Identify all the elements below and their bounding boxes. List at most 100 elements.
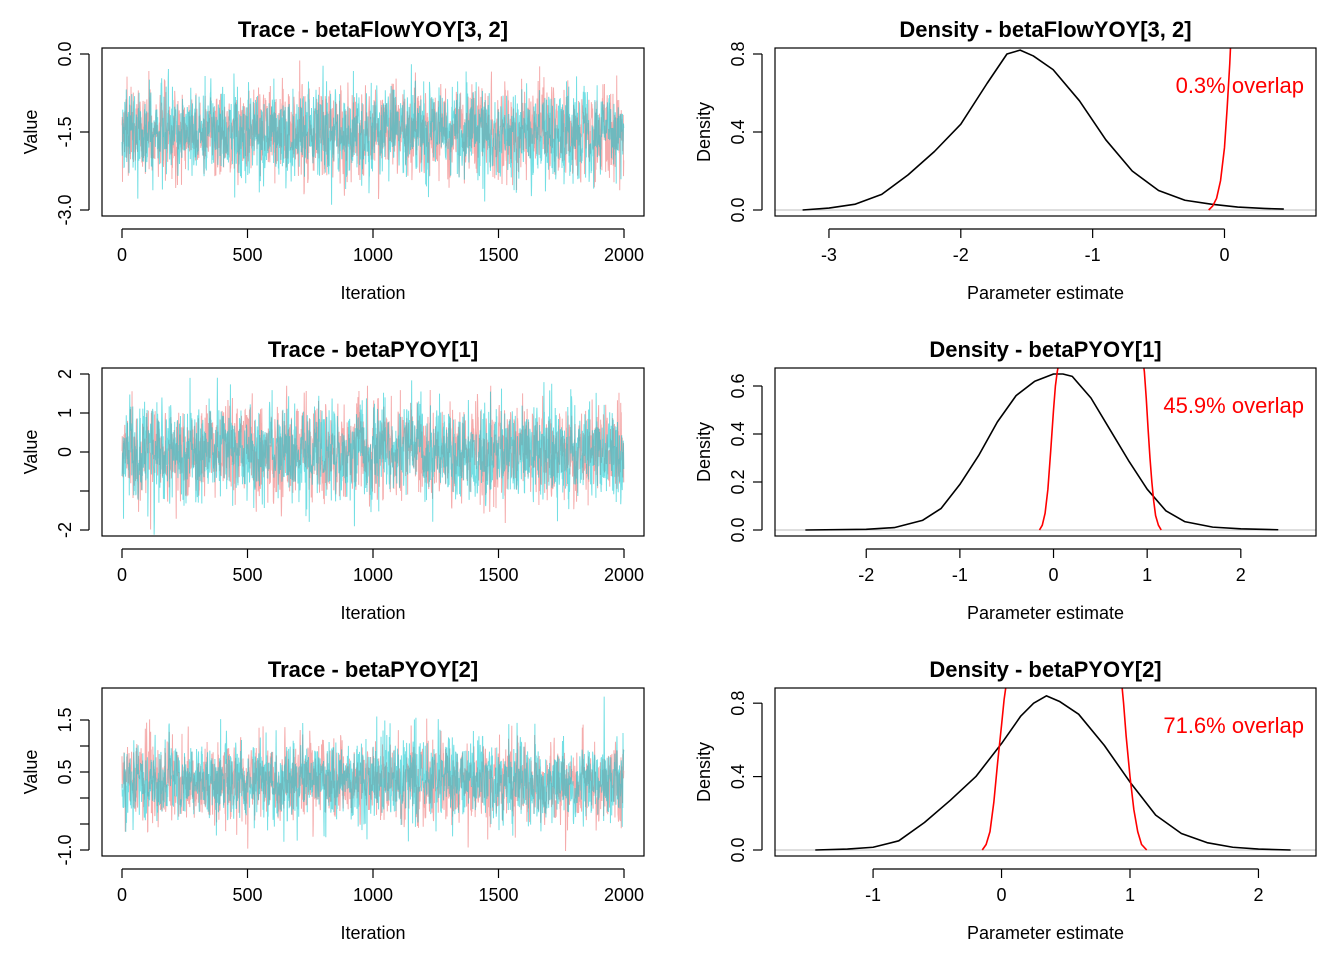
y-axis: 0.0 0.2 0.4 0.6 xyxy=(728,373,763,543)
x-tick-label: 1500 xyxy=(478,245,518,265)
x-tick-label: 0 xyxy=(117,245,127,265)
posterior-density-line xyxy=(815,695,1291,851)
posterior-density-line xyxy=(802,49,1284,211)
y-tick-label: 0.2 xyxy=(728,469,748,494)
x-tick-label: 1 xyxy=(1125,885,1135,905)
x-tick-label: 1500 xyxy=(478,885,518,905)
x-axis-label: Parameter estimate xyxy=(967,283,1124,303)
chain-2-trace xyxy=(121,64,625,205)
x-axis-label: Iteration xyxy=(340,923,405,943)
y-tick-label: 0.6 xyxy=(728,373,748,398)
density-panel-4: 45.9% overlap Density - betaPYOY[1] -2 -1 0 1… xyxy=(694,337,1317,623)
x-axis: 0 500 1000 1500 2000 xyxy=(117,548,644,585)
plot-frame xyxy=(774,367,1317,537)
x-tick-label: 2000 xyxy=(604,565,644,585)
x-axis-label: Parameter estimate xyxy=(967,603,1124,623)
y-tick-label: 2 xyxy=(55,369,75,379)
trace-panel-3: Trace - betaPYOY[1] 0 500 1000 1500 2000 Itera… xyxy=(21,337,645,623)
prior-density-line xyxy=(981,688,1007,851)
x-tick-label: 1 xyxy=(1142,565,1152,585)
panel-title: Density - betaPYOY[1] xyxy=(929,337,1161,362)
plot-frame xyxy=(101,687,645,857)
density-panel-6: 71.6% overlap Density - betaPYOY[2] -1 0 1 2 P… xyxy=(694,657,1317,943)
x-tick-label: 1000 xyxy=(353,885,393,905)
x-axis: 0 500 1000 1500 2000 xyxy=(117,868,644,905)
x-axis-label: Parameter estimate xyxy=(967,923,1124,943)
prior-density-line xyxy=(1143,368,1162,531)
plot-frame xyxy=(774,687,1317,857)
y-tick-label: 0.5 xyxy=(55,759,75,784)
y-tick-label: -2 xyxy=(55,522,75,538)
density-panel-2: 0.3% overlap Density - betaFlowYOY[3, 2] -… xyxy=(694,17,1317,303)
plot-frame xyxy=(101,367,645,537)
x-tick-label: 0 xyxy=(117,885,127,905)
y-tick-label: 0.8 xyxy=(728,41,748,66)
x-tick-label: -1 xyxy=(1085,245,1101,265)
plot-area xyxy=(775,688,1316,851)
x-axis: -1 0 1 2 xyxy=(865,868,1263,905)
overlap-label: 71.6% overlap xyxy=(1163,713,1304,738)
x-tick-label: 500 xyxy=(232,245,262,265)
panel-title: Trace - betaPYOY[2] xyxy=(268,657,478,682)
panel-title: Trace - betaFlowYOY[3, 2] xyxy=(238,17,508,42)
x-tick-label: 1000 xyxy=(353,565,393,585)
panel-title: Trace - betaPYOY[1] xyxy=(268,337,478,362)
x-tick-label: 2000 xyxy=(604,885,644,905)
x-tick-label: 1500 xyxy=(478,565,518,585)
x-tick-label: 0 xyxy=(997,885,1007,905)
overlap-label: 45.9% overlap xyxy=(1163,393,1304,418)
chain-2-trace xyxy=(121,377,625,535)
prior-density-line xyxy=(1121,688,1148,851)
posterior-density-line xyxy=(805,373,1279,531)
trace-panel-5: Trace - betaPYOY[2] 0 500 1000 1500 2000 Itera… xyxy=(21,657,645,943)
x-axis: 0 500 1000 1500 2000 xyxy=(117,228,644,265)
plot-area xyxy=(121,696,625,851)
y-axis-label: Density xyxy=(694,102,714,162)
x-tick-label: -3 xyxy=(821,245,837,265)
trace-panel-1: Trace - betaFlowYOY[3, 2] 0 500 1000 1500 200… xyxy=(21,17,645,303)
y-axis-label: Value xyxy=(21,430,41,475)
x-tick-label: -1 xyxy=(952,565,968,585)
x-axis: -2 -1 0 1 2 xyxy=(858,548,1246,585)
y-axis: -3.0 -1.5 0.0 xyxy=(55,41,90,226)
x-tick-label: 2 xyxy=(1253,885,1263,905)
x-tick-label: 0 xyxy=(1219,245,1229,265)
x-tick-label: 0 xyxy=(117,565,127,585)
x-tick-label: 2000 xyxy=(604,245,644,265)
y-tick-label: -1.5 xyxy=(55,116,75,147)
y-tick-label: 1 xyxy=(55,408,75,418)
x-tick-label: 500 xyxy=(232,885,262,905)
y-tick-label: 0.4 xyxy=(728,764,748,789)
y-tick-label: 0.0 xyxy=(728,837,748,862)
y-tick-label: 1.5 xyxy=(55,707,75,732)
plot-area xyxy=(121,377,625,535)
y-axis-label: Density xyxy=(694,742,714,802)
y-axis: 0.0 0.4 0.8 xyxy=(728,41,763,223)
panel-title: Density - betaPYOY[2] xyxy=(929,657,1161,682)
plot-area xyxy=(775,48,1316,211)
plot-area xyxy=(121,60,625,205)
y-tick-label: 0 xyxy=(55,447,75,457)
y-tick-label: 0.4 xyxy=(728,421,748,446)
plot-frame xyxy=(101,47,645,217)
x-tick-label: 500 xyxy=(232,565,262,585)
x-tick-label: -2 xyxy=(953,245,969,265)
y-tick-label: -3.0 xyxy=(55,194,75,225)
x-tick-label: -2 xyxy=(858,565,874,585)
y-tick-label: 0.4 xyxy=(728,119,748,144)
x-tick-label: 1000 xyxy=(353,245,393,265)
x-tick-label: -1 xyxy=(865,885,881,905)
prior-density-line xyxy=(1038,368,1059,531)
x-axis-label: Iteration xyxy=(340,603,405,623)
y-tick-label: 0.0 xyxy=(55,41,75,66)
x-tick-label: 0 xyxy=(1049,565,1059,585)
y-tick-label: -1.0 xyxy=(55,834,75,865)
y-axis-label: Value xyxy=(21,750,41,795)
chain-2-trace xyxy=(121,696,625,842)
x-tick-label: 2 xyxy=(1236,565,1246,585)
x-axis-label: Iteration xyxy=(340,283,405,303)
y-axis-label: Value xyxy=(21,110,41,155)
prior-density-line xyxy=(1208,48,1232,211)
y-axis: 0.0 0.4 0.8 xyxy=(728,691,763,863)
